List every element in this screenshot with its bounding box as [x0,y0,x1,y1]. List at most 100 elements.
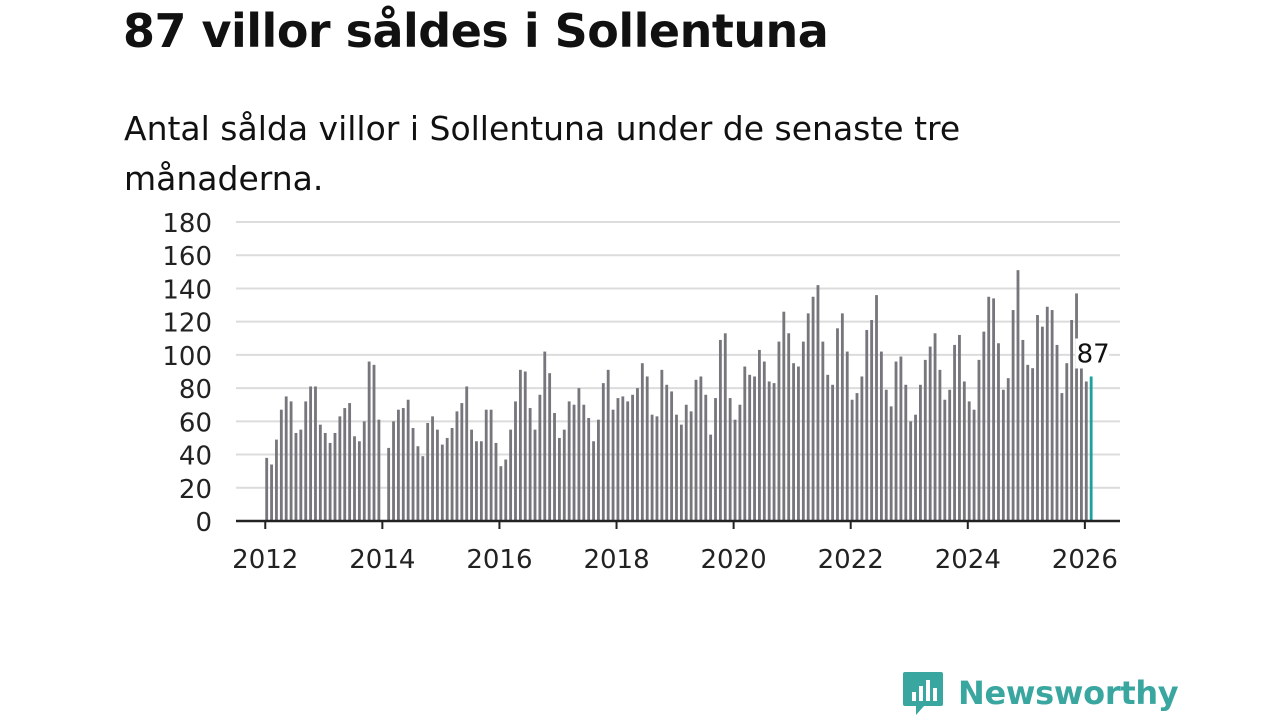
bar-highlight [1089,376,1093,521]
bar [631,394,634,521]
bar [992,298,996,521]
bar [304,401,308,521]
bar [1055,344,1059,521]
bar [406,399,410,521]
bar [904,384,908,521]
bar [714,398,717,521]
bar [270,464,273,521]
bar [782,311,786,521]
bar [597,419,600,521]
y-tick-label: 0 [195,508,212,538]
y-tick-label: 120 [162,309,212,339]
bar [533,429,537,521]
bar [684,404,688,521]
bar [323,432,327,521]
bar [1021,339,1025,521]
bar [636,388,639,521]
bar [660,369,664,521]
bar [870,320,874,521]
bar [372,364,376,521]
bar [265,457,269,521]
y-tick-label: 180 [162,209,212,239]
bar [1060,393,1064,521]
bar [948,389,952,521]
bar [840,313,844,521]
bar [767,381,771,521]
bar [1050,310,1054,521]
bar [401,408,405,521]
bar [645,376,649,521]
data-label: 87 [1077,339,1110,369]
y-tick-label: 80 [179,375,212,405]
bar [1016,270,1020,521]
x-tick-label: 2026 [1052,545,1118,575]
bar [665,384,669,521]
bar [650,414,654,521]
bar [601,383,605,521]
bar [640,363,644,521]
bar [816,285,820,521]
bar [436,429,439,521]
bar [440,444,444,521]
bar [797,366,800,521]
bar [967,401,971,521]
bar [1070,320,1074,521]
bar [426,422,430,521]
y-tick-label: 20 [179,475,212,505]
bar [860,376,864,521]
bar [567,401,571,521]
bar [348,403,352,521]
bar [845,351,849,521]
bar [484,409,488,521]
bar [528,408,532,521]
bar [884,389,888,521]
x-tick-label: 2018 [583,545,649,575]
bar [679,424,683,521]
y-tick-label: 100 [162,342,212,372]
bar [314,386,317,521]
x-tick-label: 2016 [466,545,532,575]
bar [387,447,391,521]
bar [494,442,498,521]
bar [919,384,922,521]
bar [826,374,830,521]
bar [655,416,659,521]
bar [889,406,893,521]
bar [396,409,400,521]
bar [670,391,674,521]
bar [514,401,517,521]
bar [411,427,415,521]
bar [587,418,591,521]
bar [1040,326,1044,521]
bar [582,404,586,521]
bar [962,381,966,521]
bar [279,409,283,521]
bar [362,421,366,521]
bar [294,432,298,521]
x-tick-label: 2020 [701,545,767,575]
bar [1026,364,1030,521]
bar [675,414,678,521]
bar [792,363,795,521]
bar [865,329,869,521]
bar [1036,315,1039,521]
bar [689,411,693,521]
bar [806,313,810,521]
bar [972,409,976,521]
bar-chart-speech-bubble-icon [903,672,943,715]
bar [465,386,469,521]
bar [743,366,747,521]
bar [772,383,776,521]
bar [475,441,478,521]
bar [299,429,303,521]
bar [606,369,610,521]
bar [592,441,595,521]
bar [553,413,556,521]
bar [899,356,903,521]
bar [284,396,288,521]
x-tick-label: 2014 [349,545,415,575]
chart-title: 87 villor såldes i Sollentuna [123,4,829,58]
bar [709,434,713,521]
bar [894,361,898,521]
